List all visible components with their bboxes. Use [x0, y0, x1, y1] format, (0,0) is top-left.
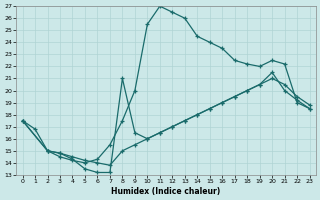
X-axis label: Humidex (Indice chaleur): Humidex (Indice chaleur)	[111, 187, 221, 196]
